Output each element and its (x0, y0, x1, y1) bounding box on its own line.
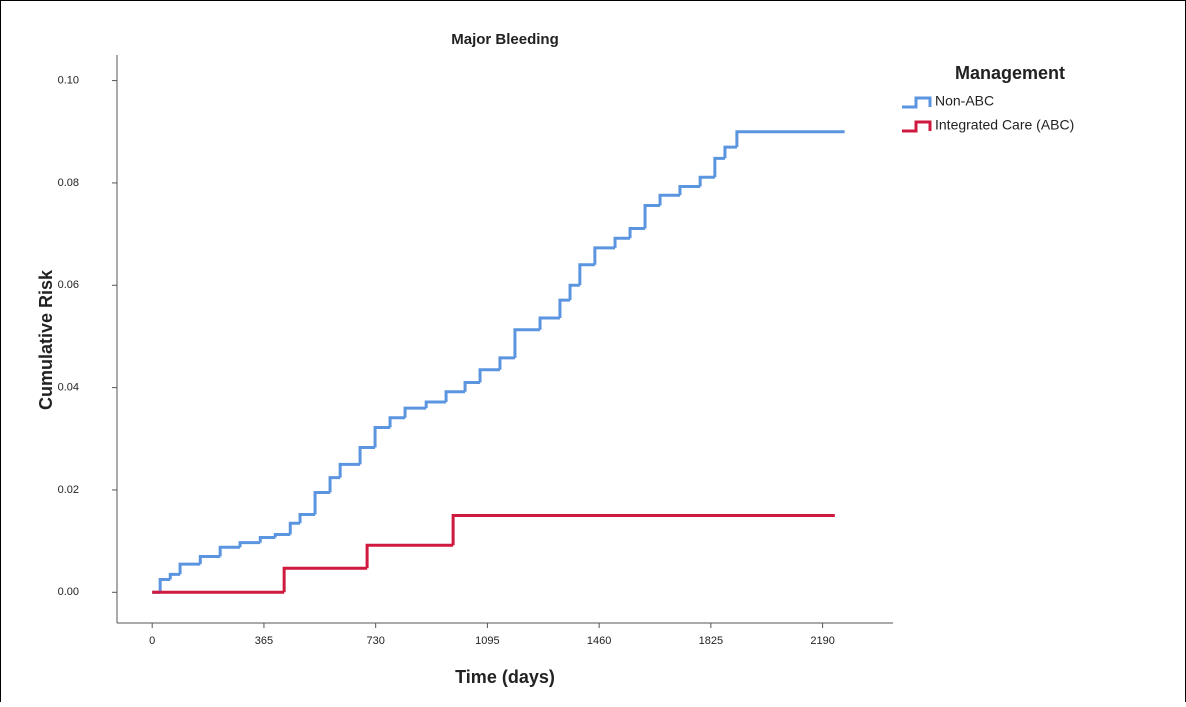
x-tick-label: 730 (366, 635, 384, 647)
step-segment (628, 226, 646, 239)
step-segment (388, 416, 406, 428)
y-tick-label: 0.06 (58, 279, 79, 291)
step-segment (698, 175, 715, 187)
y-tick-label: 0.00 (58, 586, 79, 598)
x-tick-label: 1460 (587, 635, 611, 647)
step-segment (713, 156, 725, 178)
y-tick-label: 0.04 (58, 382, 79, 394)
step-segment (178, 562, 201, 575)
x-tick-label: 2190 (810, 635, 834, 647)
step-segment (238, 541, 261, 548)
legend-title: Management (955, 63, 1065, 83)
x-tick-label: 365 (255, 635, 273, 647)
step-segment (358, 445, 376, 465)
step-segment (198, 554, 221, 565)
step-segment (723, 145, 737, 159)
legend-label: Non-ABC (935, 93, 994, 109)
legend-label: Integrated Care (ABC) (935, 117, 1074, 133)
x-axis-title: Time (days) (455, 667, 555, 687)
step-segment (258, 536, 276, 543)
y-axis-title: Cumulative Risk (36, 269, 56, 410)
step-segment (444, 390, 466, 402)
step-segment (678, 185, 701, 196)
step-segment (282, 566, 368, 593)
chart-title: Major Bleeding (451, 31, 559, 48)
step-segment (568, 283, 580, 301)
step-segment (338, 462, 361, 478)
step-segment (298, 513, 316, 524)
x-tick-label: 0 (149, 635, 155, 647)
step-segment (643, 203, 661, 229)
step-segment (158, 578, 171, 593)
y-tick-label: 0.02 (58, 484, 79, 496)
legend-swatch (902, 96, 932, 109)
step-segment (328, 476, 341, 493)
step-segment (735, 130, 845, 148)
y-tick-label: 0.08 (58, 177, 79, 189)
step-segment (424, 400, 447, 409)
step-segment (365, 543, 454, 569)
legend-swatch (902, 120, 932, 133)
step-segment (513, 328, 541, 358)
step-segment (558, 298, 571, 319)
step-segment (463, 380, 481, 392)
step-segment (373, 426, 391, 448)
x-tick-label: 1825 (699, 635, 723, 647)
step-segment (288, 521, 301, 535)
step-segment (578, 263, 595, 286)
y-tick-label: 0.10 (58, 74, 79, 86)
step-segment (168, 572, 181, 580)
step-segment (498, 356, 515, 370)
step-segment (613, 236, 631, 248)
step-segment (273, 532, 291, 538)
step-segment (593, 246, 616, 265)
x-tick-label: 1095 (475, 635, 499, 647)
step-segment (218, 545, 241, 557)
step-segment (403, 406, 427, 418)
step-segment (538, 316, 560, 330)
step-segment (451, 514, 835, 546)
step-segment (478, 368, 500, 383)
step-segment (658, 193, 680, 206)
step-segment (313, 491, 331, 515)
